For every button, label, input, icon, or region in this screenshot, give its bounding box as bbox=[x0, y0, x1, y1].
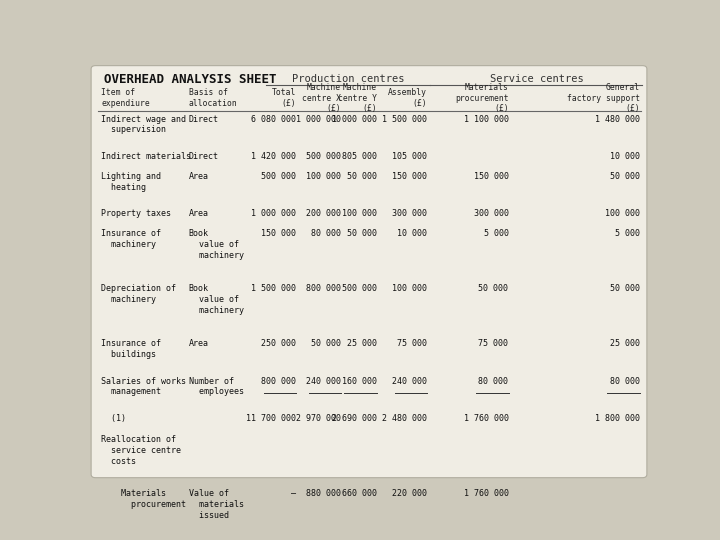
Text: Book
  value of
  machinery: Book value of machinery bbox=[189, 285, 244, 315]
Text: 250 000: 250 000 bbox=[261, 339, 297, 348]
Text: 300 000: 300 000 bbox=[392, 210, 427, 219]
Text: Number of
  employees: Number of employees bbox=[189, 377, 244, 396]
Text: 50 000: 50 000 bbox=[610, 285, 639, 293]
Text: Book
  value of
  machinery: Book value of machinery bbox=[189, 230, 244, 260]
Text: 150 000: 150 000 bbox=[261, 230, 297, 239]
Text: Service centres: Service centres bbox=[490, 75, 583, 84]
Text: 1 800 000: 1 800 000 bbox=[595, 414, 639, 423]
Text: 50 000: 50 000 bbox=[347, 230, 377, 239]
Text: 80 000: 80 000 bbox=[610, 377, 639, 386]
Text: 1 420 000: 1 420 000 bbox=[251, 152, 297, 161]
Text: 10 000: 10 000 bbox=[397, 230, 427, 239]
Text: 150 000: 150 000 bbox=[392, 172, 427, 181]
Text: Indirect wage and
  supervision: Indirect wage and supervision bbox=[101, 114, 186, 134]
Text: 50 000: 50 000 bbox=[347, 172, 377, 181]
Text: 1 000 000: 1 000 000 bbox=[332, 114, 377, 124]
Text: 500 000: 500 000 bbox=[342, 285, 377, 293]
Text: 200 000: 200 000 bbox=[306, 210, 341, 219]
Text: 1 760 000: 1 760 000 bbox=[464, 414, 508, 423]
Text: Insurance of
  machinery: Insurance of machinery bbox=[101, 230, 161, 249]
Text: Insurance of
  buildings: Insurance of buildings bbox=[101, 339, 161, 359]
Text: 80 000: 80 000 bbox=[479, 377, 508, 386]
Text: 75 000: 75 000 bbox=[397, 339, 427, 348]
Text: 800 000: 800 000 bbox=[261, 377, 297, 386]
Text: Indirect materials: Indirect materials bbox=[101, 152, 192, 161]
Text: General
factory support
(£): General factory support (£) bbox=[567, 83, 639, 113]
Text: 1 000 000: 1 000 000 bbox=[251, 210, 297, 219]
Text: 1 760 000: 1 760 000 bbox=[464, 489, 508, 498]
Text: 1 500 000: 1 500 000 bbox=[251, 285, 297, 293]
Text: 10 000: 10 000 bbox=[610, 152, 639, 161]
Text: 160 000: 160 000 bbox=[342, 377, 377, 386]
Text: Direct: Direct bbox=[189, 152, 219, 161]
Text: 2 480 000: 2 480 000 bbox=[382, 414, 427, 423]
Text: —: — bbox=[292, 489, 297, 498]
Text: 1 100 000: 1 100 000 bbox=[464, 114, 508, 124]
Text: 500 000: 500 000 bbox=[261, 172, 297, 181]
Text: OVERHEAD ANALYSIS SHEET: OVERHEAD ANALYSIS SHEET bbox=[104, 73, 276, 86]
Text: 220 000: 220 000 bbox=[392, 489, 427, 498]
Text: 6 080 000: 6 080 000 bbox=[251, 114, 297, 124]
Text: 50 000: 50 000 bbox=[610, 172, 639, 181]
Text: 660 000: 660 000 bbox=[342, 489, 377, 498]
FancyBboxPatch shape bbox=[91, 66, 647, 478]
Text: (1): (1) bbox=[101, 414, 126, 423]
Text: 105 000: 105 000 bbox=[392, 152, 427, 161]
Text: 25 000: 25 000 bbox=[347, 339, 377, 348]
Text: Materials
procurement
(£): Materials procurement (£) bbox=[455, 83, 508, 113]
Text: 800 000: 800 000 bbox=[306, 285, 341, 293]
Text: 100 000: 100 000 bbox=[392, 285, 427, 293]
Text: 25 000: 25 000 bbox=[610, 339, 639, 348]
Text: 880 000: 880 000 bbox=[306, 489, 341, 498]
Text: Machine
centre X
(£): Machine centre X (£) bbox=[302, 83, 341, 113]
Text: 805 000: 805 000 bbox=[342, 152, 377, 161]
Text: 240 000: 240 000 bbox=[392, 377, 427, 386]
Text: 1 000 000: 1 000 000 bbox=[296, 114, 341, 124]
Text: 11 700 000: 11 700 000 bbox=[246, 414, 297, 423]
Text: Machine
centre Y
(£): Machine centre Y (£) bbox=[338, 83, 377, 113]
Text: Depreciation of
  machinery: Depreciation of machinery bbox=[101, 285, 176, 304]
Text: 1 480 000: 1 480 000 bbox=[595, 114, 639, 124]
Text: 150 000: 150 000 bbox=[474, 172, 508, 181]
Text: 1 500 000: 1 500 000 bbox=[382, 114, 427, 124]
Text: Materials
      procurement: Materials procurement bbox=[101, 489, 186, 509]
Text: Area: Area bbox=[189, 210, 209, 219]
Text: Salaries of works
  management: Salaries of works management bbox=[101, 377, 186, 396]
Text: Direct: Direct bbox=[189, 114, 219, 124]
Text: Basis of
allocation: Basis of allocation bbox=[189, 88, 238, 108]
Text: Value of
  materials
  issued: Value of materials issued bbox=[189, 489, 244, 520]
Text: Total
(£): Total (£) bbox=[272, 88, 297, 108]
Text: 100 000: 100 000 bbox=[342, 210, 377, 219]
Text: Production centres: Production centres bbox=[292, 75, 404, 84]
Text: Area: Area bbox=[189, 172, 209, 181]
Text: Assembly
(£): Assembly (£) bbox=[388, 88, 427, 108]
Text: 5 000: 5 000 bbox=[484, 230, 508, 239]
Text: 2 690 000: 2 690 000 bbox=[332, 414, 377, 423]
Text: 50 000: 50 000 bbox=[311, 339, 341, 348]
Text: 50 000: 50 000 bbox=[479, 285, 508, 293]
Text: Item of
expendiure: Item of expendiure bbox=[101, 88, 150, 108]
Text: 240 000: 240 000 bbox=[306, 377, 341, 386]
Text: 5 000: 5 000 bbox=[615, 230, 639, 239]
Text: 80 000: 80 000 bbox=[311, 230, 341, 239]
Text: Area: Area bbox=[189, 339, 209, 348]
Text: Lighting and
  heating: Lighting and heating bbox=[101, 172, 161, 192]
Text: 100 000: 100 000 bbox=[306, 172, 341, 181]
Text: 500 000: 500 000 bbox=[306, 152, 341, 161]
Text: 300 000: 300 000 bbox=[474, 210, 508, 219]
Text: 75 000: 75 000 bbox=[479, 339, 508, 348]
Text: Reallocation of
  service centre
  costs: Reallocation of service centre costs bbox=[101, 435, 181, 466]
Text: 2 970 000: 2 970 000 bbox=[296, 414, 341, 423]
Text: 100 000: 100 000 bbox=[605, 210, 639, 219]
Text: Property taxes: Property taxes bbox=[101, 210, 171, 219]
